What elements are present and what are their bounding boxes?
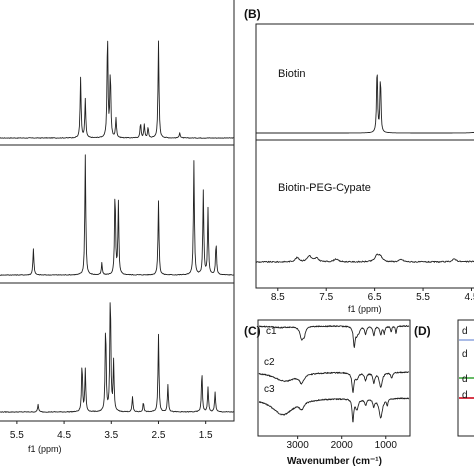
panel-c-frame <box>257 319 411 437</box>
series-label-biotin-peg-cypate: Biotin-PEG-Cypate <box>278 182 371 194</box>
panel-b-tick-label: 4.5 <box>465 292 474 303</box>
panel-b-tick-label: 6.5 <box>368 292 382 303</box>
panel-c-spectrum-c1 <box>258 325 410 348</box>
series-label-c1: c1 <box>266 326 277 337</box>
panel-b-tick-label: 7.5 <box>319 292 333 303</box>
panel-a-tick-label: 2.5 <box>152 430 166 441</box>
panel-d-label-1: d <box>462 326 468 337</box>
panel-b-tick-label: 8.5 <box>271 292 285 303</box>
panel-a-tick-label: 4.5 <box>57 430 71 441</box>
panel-a-tick-label: 1.5 <box>199 430 213 441</box>
panel-c-ftir: c1 c2 c3 3000 2000 1000 Wavenumber (cm⁻¹) <box>257 319 411 467</box>
series-label-c2: c2 <box>264 357 275 368</box>
panel-a-spectrum-1 <box>0 40 235 139</box>
panel-a-frame <box>0 0 235 422</box>
panel-a-spectrum-3 <box>0 302 235 413</box>
panel-d-frame <box>457 319 474 437</box>
panel-b-spectrum-biotin <box>256 74 474 134</box>
panel-b-frame <box>255 23 474 289</box>
panel-c-tick-label: 3000 <box>287 440 310 451</box>
panel-c-spectrum-c3 <box>258 397 410 423</box>
panel-label-d: (D) <box>414 324 431 338</box>
panel-a-tick-label: 3.5 <box>104 430 118 441</box>
panel-b-nmr: Biotin Biotin-PEG-Cypate 8.5 7.5 6.5 5.5 4.5… <box>255 23 474 314</box>
panel-d-label-3: d <box>462 374 468 385</box>
panel-d-label-2: d <box>462 349 468 360</box>
panel-a-tick-label: 5.5 <box>10 430 24 441</box>
panel-a-nmr-stack: 5.5 4.5 3.5 2.5 1.5 f1 (ppm) <box>0 0 235 454</box>
panel-c-spectrum-c2 <box>258 371 410 393</box>
panel-a-x-axis-label: f1 (ppm) <box>28 444 62 454</box>
panel-label-c: (C) <box>244 324 261 338</box>
panel-c-tick-label: 1000 <box>375 440 398 451</box>
panel-b-spectrum-biotin-peg-cypate <box>255 253 474 263</box>
panel-a-spectrum-2 <box>0 154 235 276</box>
panel-c-x-axis-label: Wavenumber (cm⁻¹) <box>287 456 382 467</box>
panel-b-x-axis-label: f1 (ppm) <box>348 304 382 314</box>
panel-d-cropped: d d d d <box>457 319 474 437</box>
series-label-c3: c3 <box>264 384 275 395</box>
series-label-biotin: Biotin <box>278 68 306 80</box>
panel-b-tick-label: 5.5 <box>416 292 430 303</box>
panel-d-label-4: d <box>462 390 468 401</box>
panel-c-tick-label: 2000 <box>331 440 354 451</box>
panel-label-b: (B) <box>244 7 261 21</box>
